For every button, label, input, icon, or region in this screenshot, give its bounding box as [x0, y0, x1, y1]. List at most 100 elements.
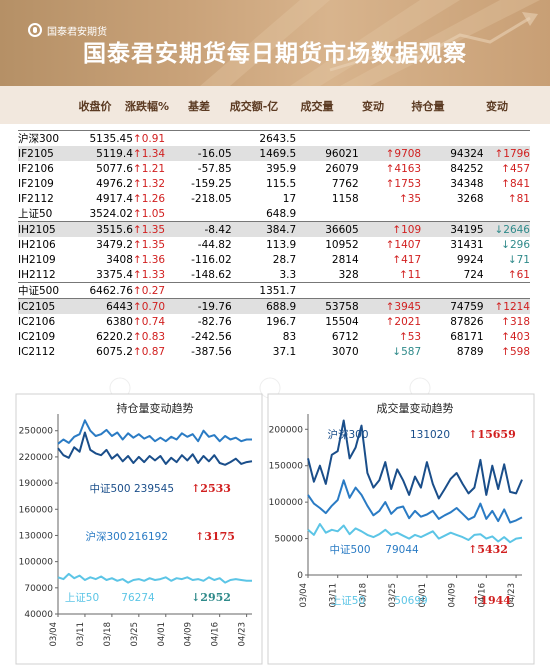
series-line: [307, 523, 523, 544]
col-header-open-interest: 持仓量: [411, 100, 445, 113]
x-tick-label: 04/23: [507, 583, 517, 608]
cell-close: 6443: [68, 298, 133, 314]
cell-oichg: ↑81: [507, 192, 530, 205]
cell-amt: 688.9: [231, 298, 297, 314]
cell-oi: 34195: [421, 221, 484, 237]
series-name-label: 中证500: [89, 482, 130, 495]
cell-vol: 1158: [331, 192, 359, 205]
cell-vchg: ↑1407: [385, 238, 422, 251]
cell-oichg: ↑1214: [483, 298, 530, 314]
series-line: [57, 431, 253, 466]
col-header-oi-change: 变动: [486, 100, 508, 113]
cell-sym: IH2112: [18, 268, 56, 281]
cell-basis: -116.02: [191, 253, 232, 266]
cell-vchg: [358, 130, 422, 146]
x-tick-label: 03/18: [103, 622, 113, 647]
cell-basis: -44.82: [197, 238, 232, 251]
cell-vchg: ↑9708: [358, 146, 422, 161]
cell-pct: ↑1.33: [132, 268, 166, 281]
table-row: 中证500 6462.76 ↑0.27 1351.7: [18, 282, 530, 299]
y-tick-label: 150000: [269, 462, 304, 472]
cell-vchg: ↑2021: [385, 315, 422, 328]
x-tick-label: 04/16: [477, 583, 487, 608]
y-tick-label: 50000: [274, 535, 303, 545]
cell-amt: 1351.7: [231, 282, 297, 299]
table-row: IC2106 6380 ↑0.74 -82.76 196.7 15504 ↑2021 8782…: [18, 314, 530, 329]
cell-basis: -387.56: [191, 345, 232, 358]
chart-frame: [267, 393, 535, 665]
y-tick-label: 40000: [24, 610, 53, 620]
logo-text: 国泰君安期货: [47, 26, 107, 38]
cell-basis: -218.05: [191, 192, 232, 205]
col-header-basis: 基差: [188, 100, 210, 113]
series-change-value: ↑2533: [191, 482, 231, 495]
series-line: [307, 479, 523, 524]
cell-oichg: ↓296: [501, 238, 530, 251]
cell-oi: 8789: [456, 345, 484, 358]
series-latest-value: 50699: [394, 595, 427, 607]
cell-close: 5077.6: [96, 162, 133, 175]
cell-basis: [189, 282, 232, 299]
cell-vol: 3070: [331, 345, 359, 358]
cell-basis: -148.62: [191, 268, 232, 281]
cell-oichg: ↑457: [501, 162, 530, 175]
table-row: IH2112 3375.4 ↑1.33 -148.62 3.3 328 ↑11 724 ↑61: [18, 267, 530, 283]
cell-basis: -159.25: [191, 177, 232, 190]
x-tick-label: 03/11: [329, 583, 339, 608]
cell-amt: 1469.5: [231, 146, 297, 161]
cell-oi: 31431: [450, 238, 484, 251]
x-tick-label: 04/09: [184, 622, 194, 647]
table-row: 沪深300 5135.45 ↑0.91 2643.5: [18, 130, 530, 146]
cell-close: 6462.76: [68, 282, 133, 299]
cell-sym: IH2106: [18, 238, 56, 251]
table-row: IH2105 3515.6 ↑1.35 -8.42 384.7 36605 ↑109 3419…: [18, 221, 530, 237]
cell-oi: 84252: [450, 162, 484, 175]
series-name-label: 中证500: [329, 543, 370, 556]
cell-close: 5119.4: [68, 146, 133, 161]
cell-amt: 395.9: [266, 162, 297, 175]
cell-sym: IF2106: [18, 162, 54, 175]
cell-amt: 115.5: [266, 177, 297, 190]
cell-vol: [296, 130, 359, 146]
cell-oi: 3268: [456, 192, 484, 205]
series-latest-value: 131020: [410, 429, 450, 441]
cell-pct: ↑1.34: [132, 146, 190, 161]
y-tick-label: 100000: [19, 558, 54, 568]
cell-vchg: ↑417: [392, 253, 422, 266]
series-line: [57, 572, 252, 584]
cell-pct: ↑0.87: [132, 345, 166, 358]
company-logo: 国泰君安期货: [28, 22, 107, 38]
cell-vol: 6712: [331, 330, 359, 343]
cell-oi: 87826: [450, 315, 484, 328]
series-change-value: ↑15659: [468, 428, 516, 441]
y-tick-label: 250000: [19, 427, 54, 437]
cell-oi: 9924: [456, 253, 484, 266]
x-tick-label: 04/01: [157, 622, 167, 647]
cell-sym: 上证50: [18, 208, 53, 220]
cell-oichg: ↑318: [501, 315, 530, 328]
cell-oichg: [483, 282, 530, 299]
cell-oichg: [483, 130, 530, 146]
cell-pct: ↑1.36: [132, 253, 166, 266]
col-header-amount: 成交额-亿: [229, 100, 279, 113]
cell-amt: 196.7: [266, 315, 297, 328]
table-row: IF2105 5119.4 ↑1.34 -16.05 1469.5 96021 ↑9708 9…: [18, 146, 530, 161]
cell-amt: 648.9: [266, 207, 297, 220]
cell-vol: 2814: [331, 253, 359, 266]
series-change-value: ↑1944: [471, 594, 511, 607]
x-tick-label: 03/04: [49, 622, 59, 647]
cell-vchg: ↑35: [398, 192, 422, 205]
cell-basis: -82.76: [197, 315, 232, 328]
x-tick-label: 03/11: [76, 622, 86, 647]
table-row: IC2109 6220.2 ↑0.83 -242.56 83 6712 ↑53 68171 ↑4…: [18, 329, 530, 344]
chart-title: 成交量变动趋势: [377, 401, 454, 415]
cell-amt: 113.9: [266, 238, 297, 251]
cell-pct: ↑0.91: [132, 130, 190, 146]
cell-pct: ↑1.05: [132, 207, 166, 220]
x-tick-label: 03/25: [130, 622, 140, 647]
cell-oi: 724: [463, 268, 484, 281]
cell-sym: IC2105: [18, 298, 69, 314]
table-row: IF2109 4976.2 ↑1.32 -159.25 115.5 7762 ↑1753 34…: [18, 176, 530, 191]
cell-oi: 94324: [421, 146, 484, 161]
table-row: IF2112 4917.4 ↑1.26 -218.05 17 1158 ↑35 3268 ↑81: [18, 191, 530, 206]
